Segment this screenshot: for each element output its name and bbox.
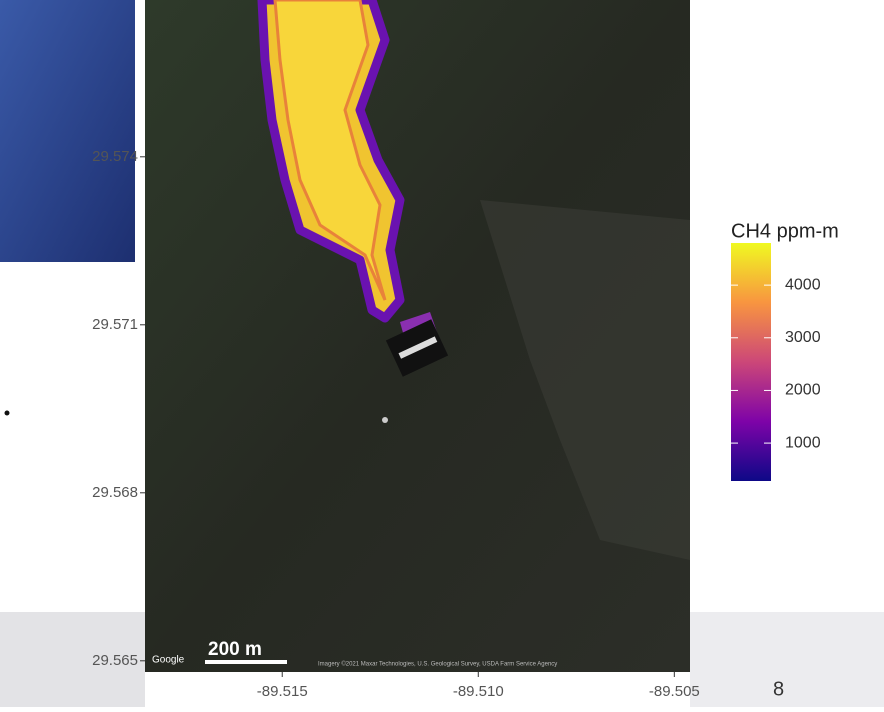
page-number: 8 xyxy=(773,678,784,700)
colorbar xyxy=(731,243,771,481)
colorbar-label: 2000 xyxy=(785,382,821,399)
colorbar-label: 3000 xyxy=(785,329,821,346)
methane-plume-core xyxy=(273,0,387,301)
map-panel: Google 200 m Imagery ©2021 Maxar Technol… xyxy=(145,0,690,672)
bullet xyxy=(4,410,10,416)
legend-title: CH4 ppm-m xyxy=(731,220,839,242)
facility xyxy=(398,336,438,359)
attribution: Imagery ©2021 Maxar Technologies, U.S. G… xyxy=(318,661,557,668)
scale-bar xyxy=(205,660,287,664)
x-tick-label: -89.515 xyxy=(257,683,308,700)
slide-box xyxy=(0,612,145,707)
y-tick-label: 29.574 xyxy=(92,148,138,165)
slide-image xyxy=(0,0,135,262)
y-tick-label: 29.568 xyxy=(92,484,138,501)
object xyxy=(382,417,388,423)
y-tick-label: 29.571 xyxy=(92,316,138,333)
provider: Google xyxy=(152,655,185,666)
colorbar-label: 1000 xyxy=(785,434,821,451)
x-tick-label: -89.505 xyxy=(649,683,700,700)
terrain xyxy=(480,200,690,560)
colorbar-label: 4000 xyxy=(785,276,821,293)
x-tick-label: -89.510 xyxy=(453,683,504,700)
scale-bar-label: 200 m xyxy=(208,639,262,660)
y-tick-label: 29.565 xyxy=(92,652,138,669)
slide-box xyxy=(690,612,884,707)
